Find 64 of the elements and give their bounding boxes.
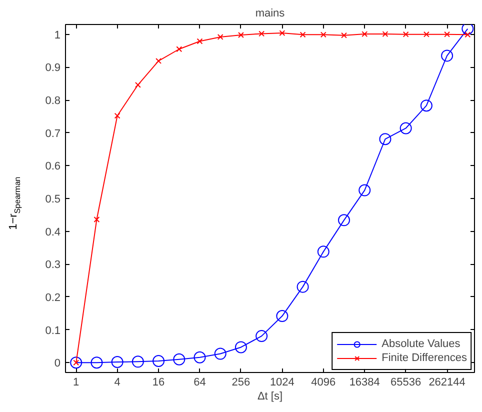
y-tick-label: 0.9 — [45, 62, 61, 74]
point — [338, 214, 350, 226]
y-tick-label: 0.4 — [45, 226, 61, 238]
x-tick-label: 262144 — [428, 376, 466, 388]
legend-label: Finite Differences — [382, 351, 467, 365]
point — [300, 32, 306, 38]
point — [279, 30, 286, 36]
x-tick-label: 64 — [194, 376, 206, 388]
point — [238, 32, 244, 38]
point — [341, 32, 347, 38]
point — [156, 58, 162, 64]
point — [320, 32, 326, 38]
point — [258, 30, 265, 37]
point — [173, 353, 186, 366]
point — [194, 351, 206, 364]
point — [441, 50, 454, 62]
point — [176, 46, 182, 52]
point — [379, 133, 392, 146]
y-tick-label: 0.8 — [45, 95, 61, 108]
point — [132, 356, 144, 368]
point — [358, 184, 371, 196]
y-tick-label: 0.7 — [45, 128, 61, 140]
x-tick-label: 4096 — [311, 376, 336, 388]
point — [234, 341, 247, 354]
point — [214, 348, 226, 360]
point — [317, 246, 330, 258]
point — [444, 31, 450, 38]
x-tick-label: 1024 — [270, 376, 294, 388]
point — [402, 31, 409, 38]
point — [111, 356, 124, 368]
y-tick-label: 0.2 — [45, 292, 61, 304]
point — [217, 34, 224, 40]
point — [462, 24, 474, 35]
point — [400, 122, 412, 134]
x-tick-label: 16384 — [349, 376, 380, 388]
point — [114, 112, 120, 119]
y-tick-label: 0.1 — [45, 324, 61, 337]
point — [152, 355, 165, 367]
point — [420, 100, 432, 112]
point — [90, 356, 103, 369]
point — [296, 280, 309, 293]
y-tick-label: 1 — [54, 29, 61, 42]
x-tick-label: 256 — [232, 376, 250, 388]
y-tick-label: 0.6 — [45, 160, 61, 173]
point — [94, 216, 100, 222]
x-tick-label: 65536 — [390, 376, 422, 388]
legend-label: Absolute Values — [382, 337, 460, 351]
point — [256, 330, 268, 342]
y-tick-label: 0 — [54, 358, 61, 370]
point — [70, 356, 82, 369]
y-tick-label: 0.3 — [45, 259, 61, 272]
x-axis-title: Δt [s] — [257, 390, 283, 402]
point — [423, 31, 430, 38]
chart-title: mains — [255, 8, 286, 20]
y-tick-label: 0.5 — [45, 194, 61, 206]
point — [196, 38, 203, 44]
x-tick-label: 4 — [114, 376, 120, 388]
point — [464, 32, 471, 38]
point — [134, 82, 141, 88]
point — [276, 310, 288, 322]
point — [382, 31, 388, 37]
x-tick-label: 1 — [73, 376, 80, 388]
x-tick-label: 16 — [152, 376, 165, 388]
point — [362, 31, 368, 37]
